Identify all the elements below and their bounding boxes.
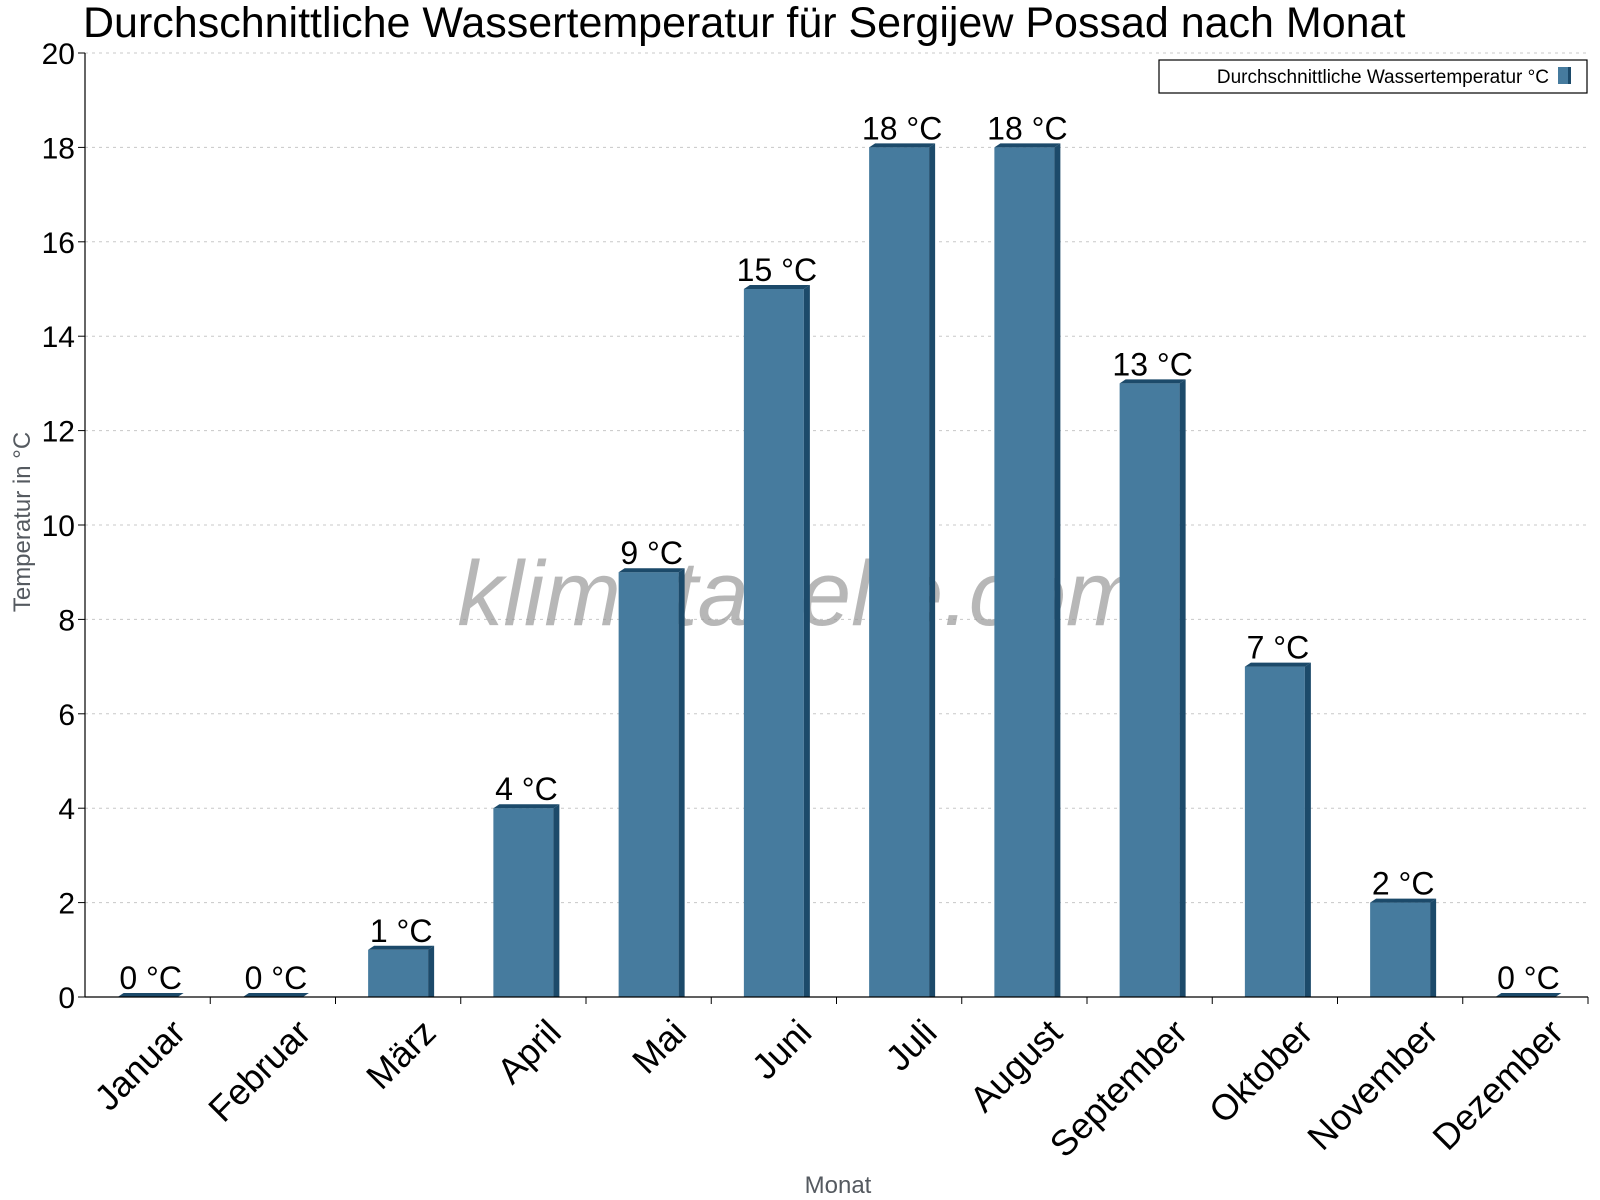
bar-side-4 xyxy=(678,568,685,997)
data-label-5: 15 °C xyxy=(737,252,817,288)
bar-top-5 xyxy=(743,285,810,289)
bar-7 xyxy=(994,143,1061,997)
bar-8 xyxy=(1119,379,1186,997)
bar-face-8 xyxy=(1119,383,1180,997)
bar-top-6 xyxy=(869,143,936,148)
data-labels: 0 °C 0 °C 1 °C 4 °C 9 °C 15 °C 18 °C 18 °C 13 °C… xyxy=(119,110,1559,996)
bar-top-8 xyxy=(1119,379,1186,384)
x-tick-label-2: März xyxy=(358,1011,444,1097)
data-label-4: 9 °C xyxy=(620,535,683,571)
bar-side-7 xyxy=(1054,143,1061,997)
legend-box xyxy=(1158,59,1588,94)
y-tick-label-3: 6 xyxy=(58,699,75,732)
y-tick-label-6: 12 xyxy=(42,416,75,449)
bar-side-10 xyxy=(1430,898,1437,997)
bar-top-2 xyxy=(368,945,435,950)
bar-3 xyxy=(493,804,560,997)
y-tick-label-0: 0 xyxy=(58,982,75,1015)
x-tick-label-1: Februar xyxy=(200,1011,318,1129)
x-axis-ticks: Januar Februar März April Mai Juni Juli AugustS… xyxy=(86,997,1589,1165)
bar-top-7 xyxy=(994,143,1061,148)
bar-6 xyxy=(869,143,936,997)
bar-face-3 xyxy=(493,808,554,997)
bar-9 xyxy=(1244,662,1311,997)
x-tick-label-8: September xyxy=(1042,1011,1196,1165)
x-tick-label-9: Oktober xyxy=(1201,1011,1321,1131)
bar-side-8 xyxy=(1179,379,1186,997)
bar-top-10 xyxy=(1370,898,1437,903)
bar-face-6 xyxy=(869,147,930,997)
data-label-8: 13 °C xyxy=(1112,346,1192,382)
data-label-10: 2 °C xyxy=(1372,866,1435,902)
x-tick-label-11: Dezember xyxy=(1424,1011,1570,1157)
bar-0 xyxy=(117,993,184,997)
bar-10 xyxy=(1370,898,1437,997)
bar-4 xyxy=(618,568,685,997)
bar-face-9 xyxy=(1244,666,1305,997)
bar-series xyxy=(117,143,1562,997)
data-label-1: 0 °C xyxy=(245,960,308,996)
bar-face-10 xyxy=(1370,902,1431,997)
y-axis-ticks: 0 2 4 6 8 10 12 14 16 18 20 xyxy=(42,38,85,1015)
data-label-0: 0 °C xyxy=(119,960,182,996)
bar-face-4 xyxy=(618,572,679,997)
x-tick-label-10: November xyxy=(1299,1011,1445,1157)
x-tick-label-5: Juni xyxy=(744,1011,820,1087)
legend-swatch xyxy=(1558,67,1568,84)
bar-top-0 xyxy=(117,993,184,997)
y-tick-label-1: 2 xyxy=(58,888,75,921)
y-tick-label-5: 10 xyxy=(42,510,75,543)
chart-title: Durchschnittliche Wassertemperatur für S… xyxy=(83,0,1405,47)
data-label-9: 7 °C xyxy=(1247,630,1310,666)
y-tick-label-8: 16 xyxy=(42,227,75,260)
y-axis-title: Temperatur in °C xyxy=(9,432,36,612)
x-tick-label-0: Januar xyxy=(86,1011,193,1118)
bar-face-7 xyxy=(994,147,1055,997)
bar-2 xyxy=(368,945,435,997)
bar-top-4 xyxy=(618,568,685,573)
bar-face-5 xyxy=(743,289,804,997)
y-tick-label-9: 18 xyxy=(42,132,75,165)
data-label-11: 0 °C xyxy=(1497,960,1560,996)
bar-top-11 xyxy=(1495,993,1562,997)
bar-top-1 xyxy=(242,993,309,997)
legend-label: Durchschnittliche Wassertemperatur °C xyxy=(1217,67,1549,88)
bar-1 xyxy=(242,993,309,997)
bar-top-9 xyxy=(1244,662,1311,667)
bar-11 xyxy=(1495,993,1562,997)
x-tick-label-7: August xyxy=(962,1011,1070,1119)
data-label-7: 18 °C xyxy=(987,110,1067,146)
bar-side-9 xyxy=(1304,662,1311,997)
x-axis-title: Monat xyxy=(805,1172,872,1199)
bar-5 xyxy=(743,285,810,997)
y-tick-label-2: 4 xyxy=(58,793,75,826)
y-tick-label-4: 8 xyxy=(58,604,75,637)
legend: Durchschnittliche Wassertemperatur °C xyxy=(1158,59,1588,94)
x-tick-label-6: Juli xyxy=(877,1011,944,1078)
bar-side-6 xyxy=(929,143,936,997)
y-tick-label-10: 20 xyxy=(42,38,75,71)
bar-face-2 xyxy=(368,949,429,997)
x-tick-label-3: April xyxy=(489,1011,569,1091)
data-label-3: 4 °C xyxy=(495,771,558,807)
x-tick-label-4: Mai xyxy=(624,1011,694,1081)
bar-top-3 xyxy=(493,804,560,809)
gridlines xyxy=(85,52,1588,904)
data-label-2: 1 °C xyxy=(370,913,433,949)
bar-side-2 xyxy=(428,945,435,997)
y-tick-label-7: 14 xyxy=(42,321,75,354)
bar-side-5 xyxy=(803,285,810,997)
bar-side-3 xyxy=(553,804,560,997)
data-label-6: 18 °C xyxy=(862,110,942,146)
legend-swatch-edge xyxy=(1568,67,1571,84)
